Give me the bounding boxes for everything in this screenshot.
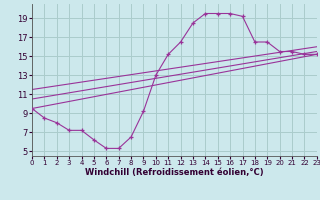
X-axis label: Windchill (Refroidissement éolien,°C): Windchill (Refroidissement éolien,°C) bbox=[85, 168, 264, 177]
